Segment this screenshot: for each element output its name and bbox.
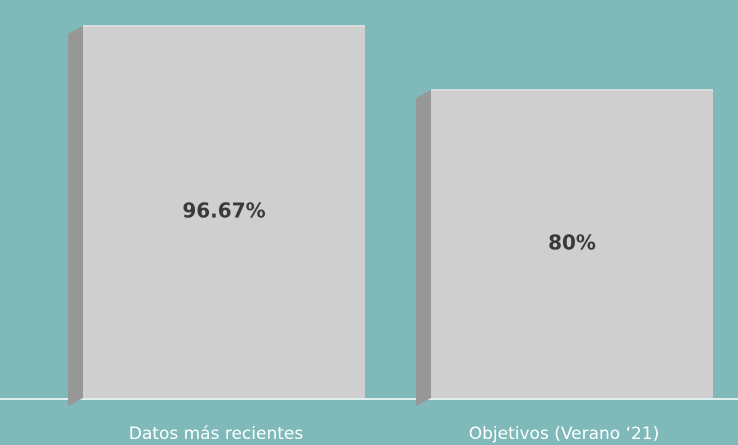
bar: [431, 90, 713, 398]
value-label: 96.67%: [182, 198, 265, 222]
value-label: 80%: [548, 231, 596, 255]
category-label: Objetivos (Verano ‘21): [469, 424, 660, 444]
bar-side: [416, 90, 431, 406]
bar: [83, 25, 365, 399]
category-label: Datos más recientes: [129, 424, 304, 444]
bar-side: [68, 25, 83, 407]
